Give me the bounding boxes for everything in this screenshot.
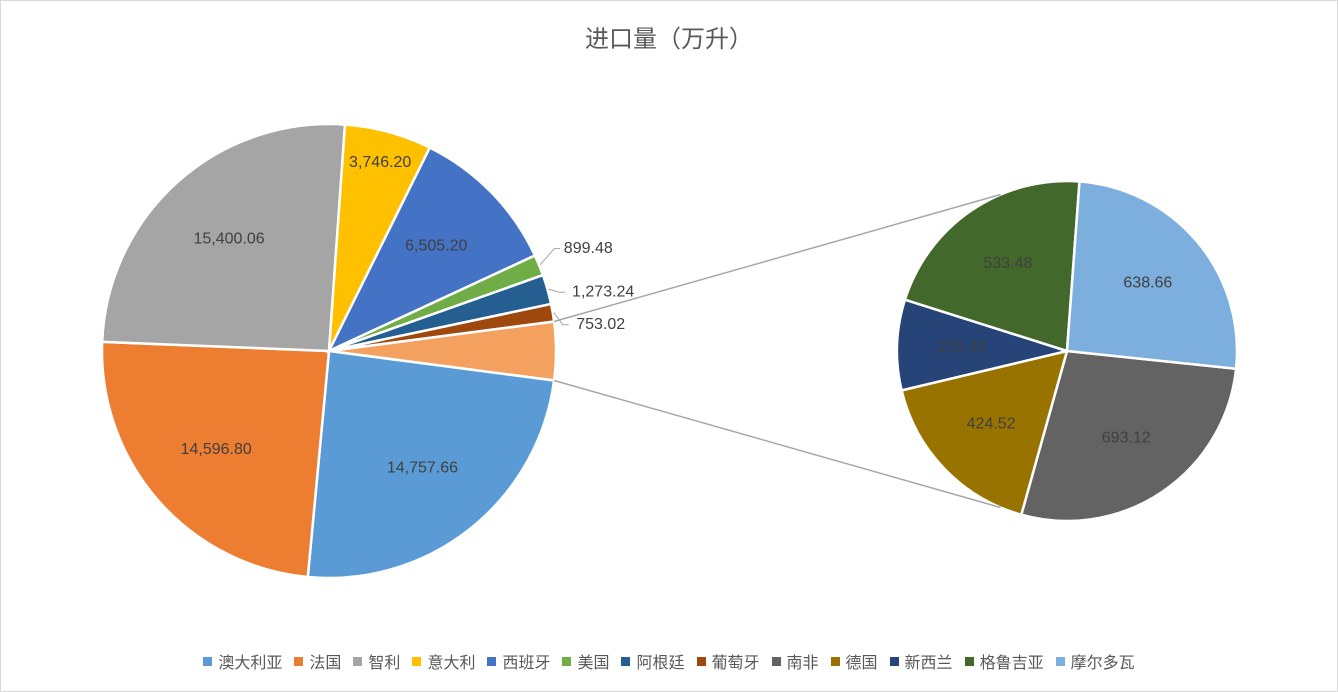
slice-12 [903,179,1081,353]
legend-swatch [294,656,304,666]
data-label-12: 533.48 [983,255,1032,272]
legend-label: 葡萄牙 [711,653,760,672]
connector-line-bottom [553,379,1001,509]
legend-swatch [964,656,974,666]
data-label-9: 693.12 [1102,429,1151,446]
legend-swatch [203,656,213,666]
data-label-3: 15,400.06 [194,231,265,248]
data-label-1: 14,757.66 [387,459,458,476]
data-label-13: 638.66 [1123,275,1172,292]
legend-item: 法国 [294,649,341,673]
data-label-7: 1,273.24 [572,283,634,300]
legend-item: 澳大利亚 [203,649,282,673]
legend-swatch [353,656,363,666]
legend-item: 新西兰 [889,649,953,673]
legend-label: 意大利 [427,653,476,672]
legend-label: 德国 [845,653,878,672]
slice-2 [100,340,331,579]
leader-line-7 [548,288,566,293]
slice-3 [100,122,347,353]
data-label-10: 424.52 [967,415,1016,432]
legend: 澳大利亚 法国 智利 意大利 西班牙 美国 阿根廷 葡萄牙 南非 德国 新西兰 格鲁吉亚 摩尔多瓦 [1,649,1337,673]
legend-item: 葡萄牙 [696,649,760,673]
legend-item: 西班牙 [487,649,550,673]
legend-item: 意大利 [412,649,475,673]
legend-label: 法国 [309,653,342,672]
legend-item: 智利 [353,649,400,673]
slice-1 [306,349,556,580]
chart-title: 进口量（万升） [585,25,753,53]
data-label-4: 3,746.20 [349,154,411,171]
data-label-6: 899.48 [564,240,613,257]
legend-label: 西班牙 [502,653,551,672]
legend-label: 摩尔多瓦 [1070,653,1135,672]
slice-5 [326,145,537,354]
data-label-2: 14,596.80 [181,441,252,458]
data-label-11: 215.44 [937,338,986,355]
legend-label: 智利 [368,653,401,672]
legend-swatch [412,656,422,666]
legend-label: 格鲁吉亚 [979,653,1044,672]
legend-swatch [889,656,899,666]
leader-line-6 [539,248,561,266]
legend-item: 格鲁吉亚 [964,649,1044,673]
legend-swatch [562,656,572,666]
slice-9 [1019,349,1238,523]
slice-10 [900,349,1069,517]
legend-label: 新西兰 [904,653,953,672]
leader-line-8 [553,312,569,326]
legend-label: 澳大利亚 [218,653,283,672]
legend-swatch [487,656,497,666]
connector-line-top [553,193,1001,323]
slice-13 [1065,180,1239,371]
legend-swatch [830,656,840,666]
slice-11 [895,298,1072,392]
legend-item: 南非 [771,649,819,673]
legend-swatch [771,656,781,666]
data-label-5: 6,505.20 [405,238,467,255]
legend-label: 阿根廷 [636,653,685,672]
data-label-8: 753.02 [576,316,625,333]
legend-label: 南非 [786,653,819,672]
legend-swatch [1055,656,1065,666]
legend-item: 阿根廷 [621,649,685,673]
legend-swatch [696,656,706,666]
legend-swatch [621,656,631,666]
legend-label: 美国 [577,653,610,672]
legend-item: 德国 [830,649,878,673]
legend-item: 摩尔多瓦 [1055,649,1135,673]
legend-item: 美国 [562,649,609,673]
